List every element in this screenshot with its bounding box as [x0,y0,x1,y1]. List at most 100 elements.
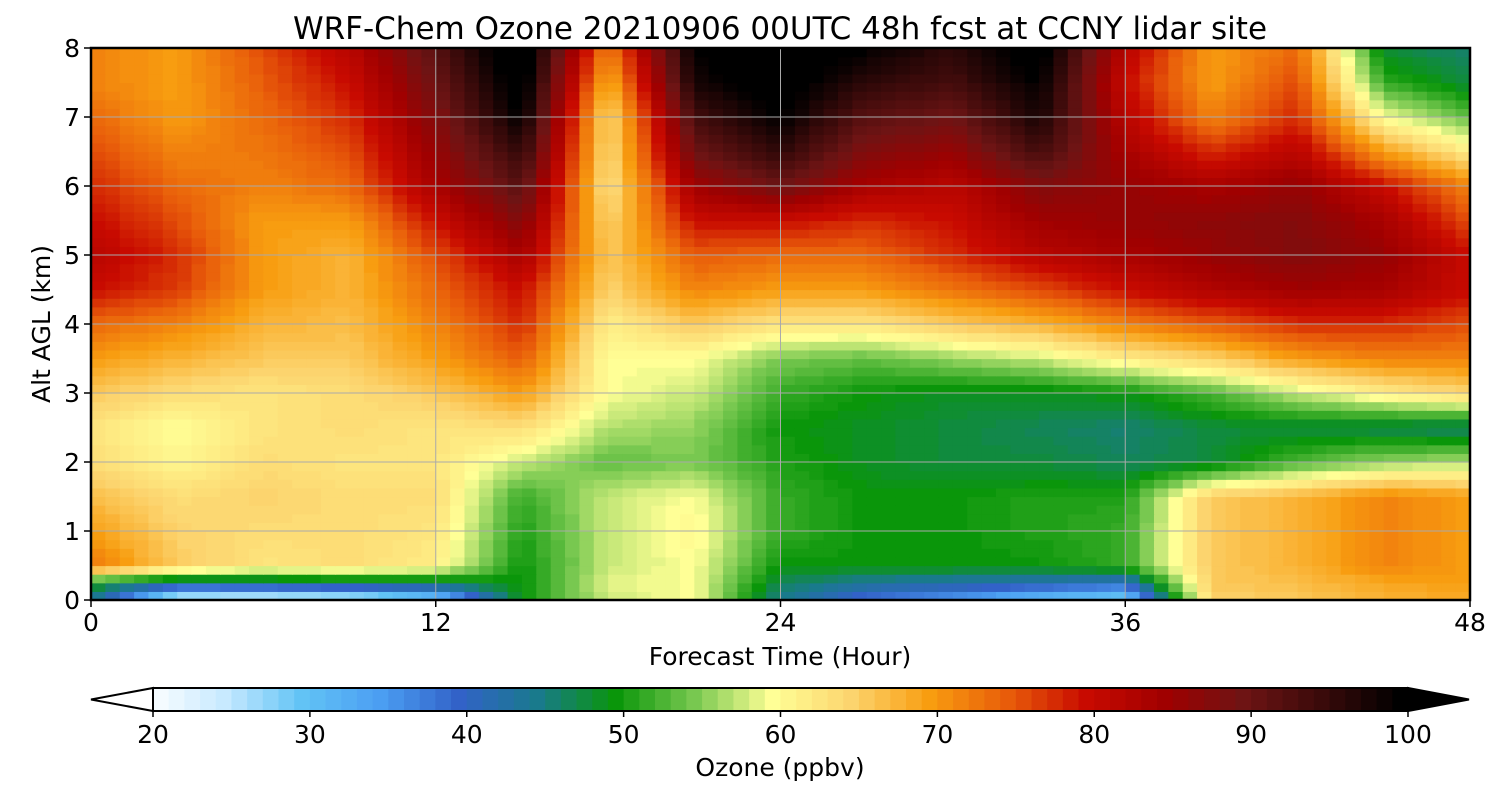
field-cell [1254,582,1270,592]
field-cell [995,280,1011,291]
field-cell [119,375,135,385]
field-cell [1340,462,1356,472]
field-cell [579,211,595,222]
field-cell [952,289,968,299]
field-cell [1125,418,1141,429]
field-cell [507,289,523,299]
field-cell [407,358,422,368]
field-cell [464,522,480,532]
field-cell [837,375,853,385]
field-cell [220,255,236,265]
field-cell [493,565,509,575]
field-cell [766,237,782,247]
field-cell [665,548,681,558]
field-cell [1024,496,1040,506]
field-cell [1182,531,1198,541]
field-cell [1326,332,1342,342]
field-cell [191,280,207,291]
field-cell [1455,548,1471,558]
field-cell [1082,263,1098,273]
field-cell [306,591,322,601]
field-cell [407,591,422,601]
field-cell [263,211,279,222]
field-cell [1412,194,1428,204]
field-cell [220,358,236,368]
field-cell [565,470,580,480]
field-cell [1369,453,1385,463]
field-cell [407,280,422,291]
field-cell [694,574,710,584]
field-cell [234,436,250,446]
field-cell [1125,513,1141,523]
field-cell [852,349,868,360]
field-cell [292,565,308,575]
field-cell [335,255,351,265]
field-cell [507,272,523,282]
field-cell [909,237,925,247]
field-cell [1311,168,1327,178]
field-cell [1211,186,1227,196]
field-cell [1398,453,1414,463]
field-cell [938,203,954,213]
field-cell [148,462,164,472]
field-cell [881,556,897,567]
field-cell [105,186,121,196]
field-cell [1182,513,1198,523]
field-cell [521,591,537,601]
field-cell [148,401,164,411]
field-cell [708,237,724,247]
field-cell [335,220,351,230]
field-cell [751,341,767,351]
field-cell [306,470,322,480]
field-cell [981,324,997,334]
field-cell [852,479,868,489]
field-cell [766,341,782,351]
field-cell [450,237,466,247]
field-cell [1067,306,1083,316]
field-cell [565,565,580,575]
field-cell [292,375,308,385]
field-cell [593,565,609,575]
field-cell [1197,177,1213,187]
field-cell [1240,289,1256,299]
field-cell [679,315,695,325]
field-cell [1311,393,1327,403]
field-cell [1139,531,1155,541]
field-cell [837,470,853,480]
field-cell [378,220,394,230]
field-cell [794,332,810,342]
field-cell [1182,203,1198,213]
field-cell [938,341,954,351]
field-cell [952,531,968,541]
field-cell [521,418,537,429]
field-cell [665,186,681,196]
field-cell [320,479,336,489]
field-cell [1283,565,1299,575]
field-cell [565,211,580,222]
field-cell [249,375,264,385]
field-cell [363,367,379,377]
field-cell [924,160,940,170]
field-cell [1455,444,1471,454]
field-cell [536,470,552,480]
field-cell [881,539,897,549]
field-cell [105,375,121,385]
field-cell [837,160,853,170]
field-cell [1311,582,1327,592]
field-cell [119,496,135,506]
field-cell [694,401,710,411]
field-cell [852,384,868,394]
field-cell [565,582,580,592]
field-cell [766,393,782,403]
field-cell [1412,272,1428,282]
field-cell [881,513,897,523]
field-cell [952,315,968,325]
field-cell [1182,539,1198,549]
field-cell [91,462,106,472]
field-cell [1024,349,1040,360]
field-cell [507,177,523,187]
field-cell [1125,298,1141,308]
field-cell [1283,427,1299,437]
field-cell [234,211,250,222]
field-cell [1254,289,1270,299]
